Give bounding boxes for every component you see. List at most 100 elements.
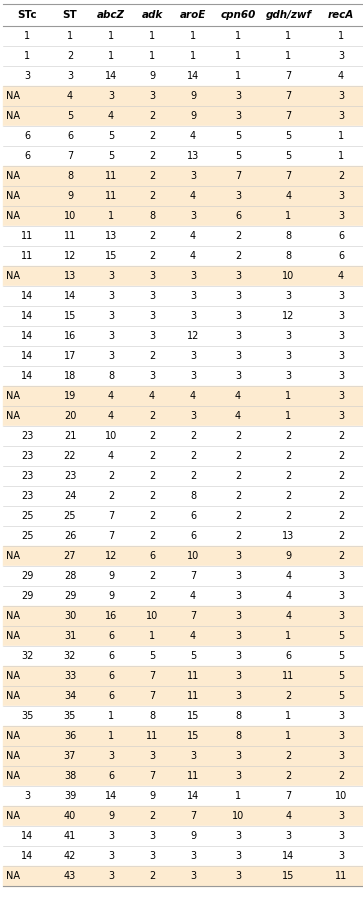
Text: 1: 1	[67, 31, 73, 41]
Text: 3: 3	[235, 831, 241, 841]
Bar	[3, 46, 363, 66]
Text: 2: 2	[149, 431, 155, 441]
Text: 14: 14	[21, 291, 33, 301]
Text: NA: NA	[6, 811, 20, 821]
Text: adk: adk	[141, 10, 163, 20]
Text: 3: 3	[190, 871, 196, 881]
Text: 14: 14	[105, 791, 117, 801]
Text: 3: 3	[190, 351, 196, 361]
Text: 9: 9	[108, 811, 114, 821]
Text: 6: 6	[108, 631, 114, 641]
Text: 2: 2	[235, 431, 241, 441]
Text: 3: 3	[338, 711, 344, 721]
Text: 1: 1	[108, 211, 114, 221]
Text: 2: 2	[149, 451, 155, 461]
Text: 5: 5	[285, 131, 291, 141]
Text: 6: 6	[338, 251, 344, 261]
Text: 3: 3	[149, 751, 155, 761]
Text: 29: 29	[21, 591, 33, 601]
Text: 2: 2	[190, 431, 196, 441]
Text: 3: 3	[190, 411, 196, 421]
Text: 3: 3	[235, 371, 241, 381]
Text: 9: 9	[108, 571, 114, 581]
Text: ST: ST	[63, 10, 77, 20]
Text: 2: 2	[235, 471, 241, 481]
Text: 3: 3	[338, 391, 344, 401]
Text: 2: 2	[235, 531, 241, 541]
Text: 3: 3	[108, 331, 114, 341]
Text: 8: 8	[67, 171, 73, 181]
Text: 2: 2	[285, 751, 291, 761]
Text: 40: 40	[64, 811, 76, 821]
Text: 10: 10	[64, 211, 76, 221]
Text: 1: 1	[235, 51, 241, 61]
Text: 4: 4	[190, 191, 196, 201]
Text: 3: 3	[338, 571, 344, 581]
Text: 2: 2	[149, 251, 155, 261]
Text: 3: 3	[235, 631, 241, 641]
Text: 3: 3	[108, 351, 114, 361]
Text: 5: 5	[67, 111, 73, 121]
Text: 3: 3	[338, 331, 344, 341]
Text: 1: 1	[108, 711, 114, 721]
Text: 11: 11	[282, 671, 295, 681]
Text: 4: 4	[108, 451, 114, 461]
Text: 6: 6	[108, 651, 114, 661]
Text: 3: 3	[108, 91, 114, 101]
Text: 33: 33	[64, 671, 76, 681]
Text: 14: 14	[64, 291, 76, 301]
Bar	[3, 426, 363, 446]
Text: 6: 6	[285, 651, 291, 661]
Bar	[3, 486, 363, 506]
Bar	[3, 346, 363, 366]
Text: 8: 8	[149, 711, 155, 721]
Text: 3: 3	[235, 331, 241, 341]
Text: 25: 25	[21, 531, 33, 541]
Text: 4: 4	[285, 811, 291, 821]
Text: 14: 14	[21, 351, 33, 361]
Text: 15: 15	[282, 871, 295, 881]
Text: 4: 4	[190, 231, 196, 241]
Text: 3: 3	[235, 691, 241, 701]
Text: STc: STc	[17, 10, 37, 20]
Text: 1: 1	[190, 31, 196, 41]
Text: 2: 2	[285, 471, 291, 481]
Text: NA: NA	[6, 411, 20, 421]
Text: 3: 3	[190, 311, 196, 321]
Text: 8: 8	[108, 371, 114, 381]
Text: 3: 3	[190, 271, 196, 281]
Text: 8: 8	[149, 211, 155, 221]
Text: 5: 5	[338, 671, 344, 681]
Text: abcZ: abcZ	[97, 10, 125, 20]
Text: 15: 15	[187, 731, 199, 741]
Text: 3: 3	[338, 591, 344, 601]
Text: 2: 2	[108, 491, 114, 501]
Text: 6: 6	[24, 131, 30, 141]
Text: 3: 3	[149, 311, 155, 321]
Bar	[3, 406, 363, 426]
Text: NA: NA	[6, 271, 20, 281]
Text: 3: 3	[235, 311, 241, 321]
Text: 3: 3	[235, 771, 241, 781]
Text: 4: 4	[190, 131, 196, 141]
Bar	[3, 446, 363, 466]
Text: 29: 29	[21, 571, 33, 581]
Bar	[3, 306, 363, 326]
Text: 30: 30	[64, 611, 76, 621]
Text: 3: 3	[235, 591, 241, 601]
Text: 3: 3	[235, 191, 241, 201]
Text: 14: 14	[21, 371, 33, 381]
Text: 4: 4	[108, 411, 114, 421]
Text: 2: 2	[149, 571, 155, 581]
Text: 3: 3	[285, 291, 291, 301]
Text: NA: NA	[6, 551, 20, 561]
Text: 1: 1	[338, 151, 344, 161]
Text: 6: 6	[67, 131, 73, 141]
Bar	[3, 566, 363, 586]
Text: 8: 8	[235, 711, 241, 721]
Text: 7: 7	[149, 671, 155, 681]
Text: 11: 11	[64, 231, 76, 241]
Bar	[3, 626, 363, 646]
Bar	[3, 86, 363, 106]
Text: 3: 3	[338, 751, 344, 761]
